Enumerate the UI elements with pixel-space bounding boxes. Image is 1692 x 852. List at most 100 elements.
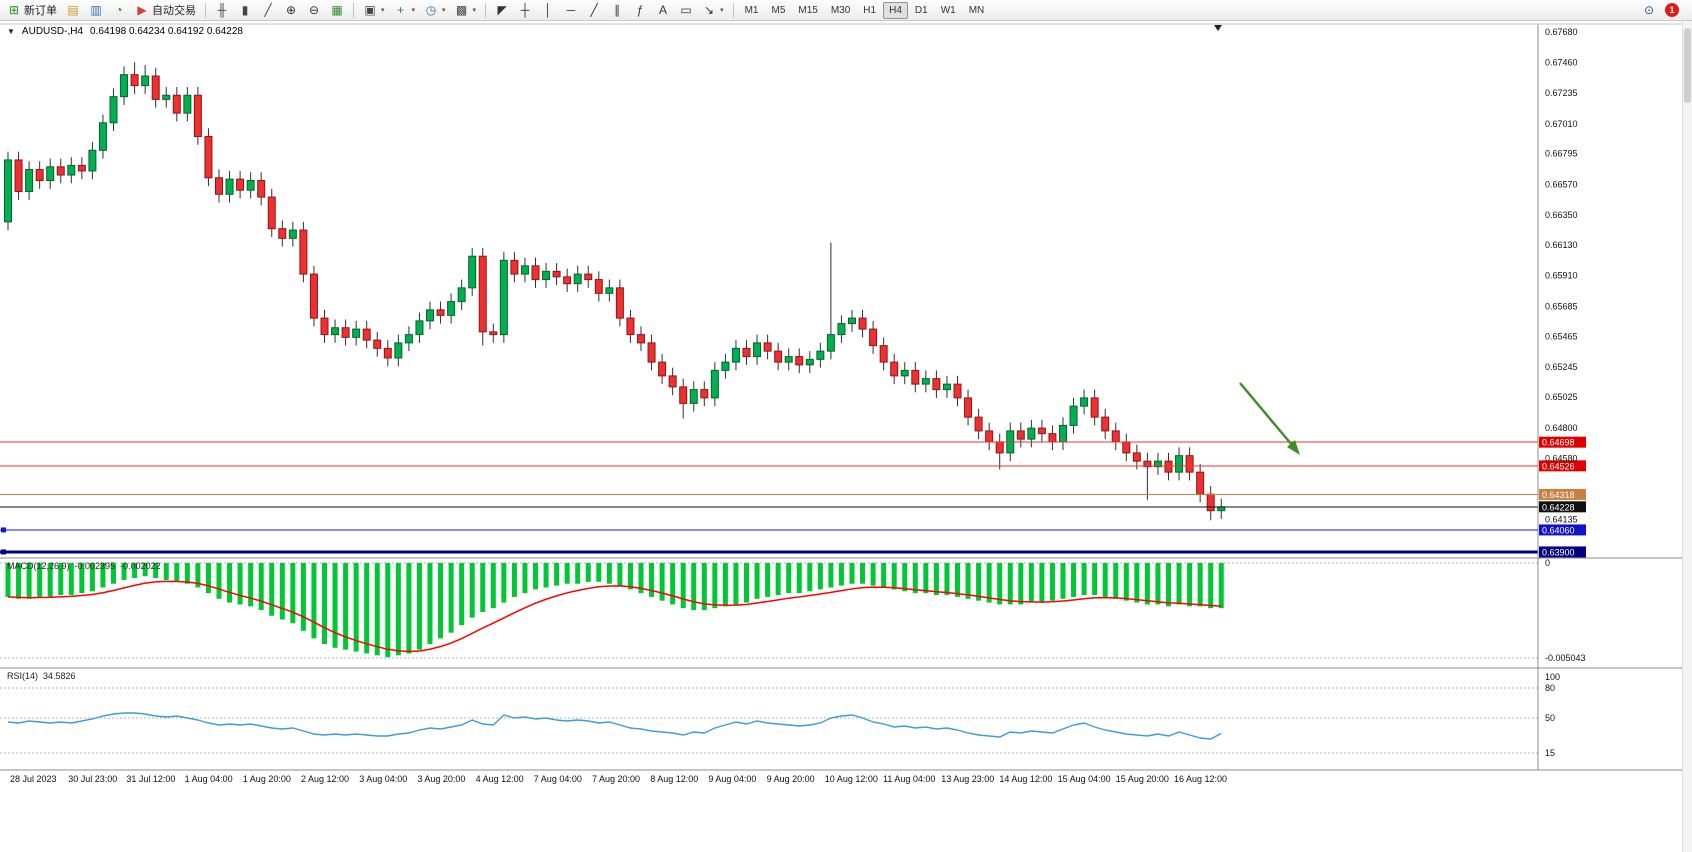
chart-window[interactable]: 0.64698 0.64526 0.64318 0.64228 0.64060 0.639… [0, 21, 1692, 852]
price-badge-label: 0.63900 [1542, 547, 1575, 557]
indicators-list-button[interactable]: + ▾ [390, 1, 420, 20]
line-handle[interactable] [1, 527, 6, 533]
tile-windows-button[interactable]: ▦ [326, 1, 348, 20]
horizontal-line-button[interactable]: ─ [560, 1, 582, 20]
toolbar-separator [732, 2, 734, 18]
trendline-button[interactable]: ╱ [583, 1, 605, 20]
price-axis-label: 0.65910 [1545, 270, 1578, 280]
hline-0.64228[interactable]: 0.64228 [0, 501, 1586, 513]
time-axis-label: 15 Aug 20:00 [1116, 774, 1169, 784]
timeframe-m15-button[interactable]: M15 [798, 4, 818, 16]
timeframe-h4-button[interactable]: H4 [883, 1, 908, 19]
timeframe-d1-button[interactable]: D1 [914, 4, 928, 16]
symbol-period-label: AUDUSD-,H4 [21, 26, 84, 37]
new-order-button[interactable]: ⊞ 新订单 [3, 1, 61, 20]
price-axis-label: 0.66130 [1545, 240, 1578, 250]
macd-value-main: -0.002395 [74, 561, 116, 571]
new-order-icon: ⊞ [8, 2, 20, 17]
price-axis-label: 0.64580 [1545, 453, 1578, 463]
market-watch-button[interactable]: ▤ [62, 1, 84, 20]
arrows-dropdown-caret[interactable]: ▾ [720, 7, 724, 14]
crosshair-button[interactable]: ┼ [514, 1, 536, 20]
time-axis-label: 16 Aug 12:00 [1174, 774, 1227, 784]
new-chart-dropdown-caret[interactable]: ▾ [381, 7, 385, 14]
price-badge [1539, 546, 1586, 558]
bar-chart-button[interactable]: ╫ [211, 1, 233, 20]
new-chart-icon: ▣ [364, 2, 376, 17]
fibonacci-button[interactable]: ƒ [629, 1, 651, 20]
new-chart-button[interactable]: ▣ ▾ [359, 1, 389, 20]
time-axis[interactable]: 28 Jul 2023 30 Jul 23:00 31 Jul 12:00 1 Aug… [10, 774, 1227, 784]
chart-canvas[interactable]: 0.64698 0.64526 0.64318 0.64228 0.64060 0.639… [0, 21, 1692, 811]
data-window-icon: ▥ [90, 2, 102, 17]
trendline-icon: ╱ [590, 2, 598, 17]
price-axis-label: 0.64135 [1545, 515, 1578, 525]
timeframe-w1-button[interactable]: W1 [940, 4, 956, 16]
price-axis[interactable]: 0.67680 0.67460 0.67235 0.67010 0.66795 0.665… [1545, 27, 1586, 758]
time-axis-label: 2 Aug 12:00 [301, 774, 349, 784]
rsi-axis-label: 50 [1545, 713, 1555, 723]
cursor-button[interactable]: ◤ [491, 1, 513, 20]
hline-0.63900[interactable]: 0.63900 [0, 546, 1586, 558]
timeframe-m30-button[interactable]: M30 [830, 4, 851, 16]
zoom-in-button[interactable]: ⊕ [280, 1, 302, 20]
rsi-axis-label: 15 [1545, 748, 1555, 758]
timeframe-mn-button[interactable]: MN [968, 4, 985, 16]
chart-title: ▼ AUDUSD-,H4 0.64198 0.64234 0.64192 0.6… [7, 26, 243, 37]
time-axis-label: 15 Aug 04:00 [1058, 774, 1111, 784]
timeframe-m5-button[interactable]: M5 [771, 4, 786, 16]
line-handle[interactable] [1, 549, 6, 555]
vertical-scrollbar[interactable] [1682, 21, 1692, 852]
search-button[interactable]: ⊙ [1638, 1, 1660, 20]
auto-trading-label: 自动交易 [152, 5, 196, 17]
navigator-button[interactable]: ◔ [108, 1, 130, 20]
collapse-icon[interactable]: ▼ [7, 27, 15, 36]
horizontal-line-icon: ─ [566, 2, 576, 17]
toolbar-separator [205, 2, 206, 18]
data-window-button[interactable]: ▥ [85, 1, 107, 20]
timeframe-m1-button[interactable]: M1 [744, 4, 759, 16]
text-label-button[interactable]: ▭ [675, 1, 697, 20]
templates-icon: ▩ [455, 2, 468, 17]
notifications-badge[interactable]: 1 [1665, 3, 1679, 17]
equidistant-channel-button[interactable]: ∥ [606, 1, 628, 20]
chart-shift-marker[interactable] [1214, 25, 1222, 31]
price-axis-label: 0.67460 [1545, 57, 1578, 67]
candlestick-chart-button[interactable]: ▮ [234, 1, 256, 20]
price-axis-label: 0.66350 [1545, 210, 1578, 220]
zoom-in-icon: ⊕ [285, 2, 297, 17]
rsi-axis-label: 80 [1545, 683, 1555, 693]
periods-button[interactable]: ◷ ▾ [420, 1, 450, 20]
hline-0.64318[interactable]: 0.64318 [0, 488, 1586, 500]
time-axis-label: 4 Aug 12:00 [476, 774, 524, 784]
vertical-line-icon: │ [544, 2, 552, 17]
zoom-out-button[interactable]: ⊖ [303, 1, 325, 20]
scrollbar-thumb[interactable] [1684, 28, 1691, 103]
timeframe-h1-button[interactable]: H1 [863, 4, 877, 16]
cursor-icon: ◤ [497, 2, 507, 17]
indicators-list-icon: + [397, 2, 405, 17]
hline-0.64698[interactable]: 0.64698 [0, 436, 1586, 448]
arrows-button[interactable]: ↘ ▾ [698, 1, 728, 20]
hline-0.64526[interactable]: 0.64526 [0, 460, 1586, 472]
periods-dropdown-caret[interactable]: ▾ [442, 7, 446, 14]
templates-button[interactable]: ▩ ▾ [451, 1, 481, 20]
price-axis-label: 0.64800 [1545, 423, 1578, 433]
hline-0.64060[interactable]: 0.64060 [0, 524, 1586, 536]
time-axis-label: 8 Aug 12:00 [650, 774, 698, 784]
price-badge [1539, 524, 1586, 536]
zoom-out-icon: ⊖ [308, 2, 320, 17]
templates-dropdown-caret[interactable]: ▾ [472, 7, 477, 14]
indicators-list-dropdown-caret[interactable]: ▾ [411, 7, 416, 14]
trend-arrow-annotation[interactable] [1239, 382, 1300, 455]
vertical-line-button[interactable]: │ [537, 1, 559, 20]
navigator-icon: ◔ [115, 2, 123, 17]
price-axis-label: 0.67680 [1545, 27, 1578, 37]
time-axis-label: 31 Jul 12:00 [126, 774, 175, 784]
auto-trading-button[interactable]: ▶ 自动交易 [131, 1, 200, 20]
ohlc-values: 0.64198 0.64234 0.64192 0.64228 [90, 26, 243, 37]
rsi-name: RSI(14) [7, 671, 39, 681]
text-button[interactable]: A [652, 1, 674, 20]
line-chart-button[interactable]: ╱ [257, 1, 279, 20]
auto-trading-icon: ▶ [137, 2, 147, 17]
